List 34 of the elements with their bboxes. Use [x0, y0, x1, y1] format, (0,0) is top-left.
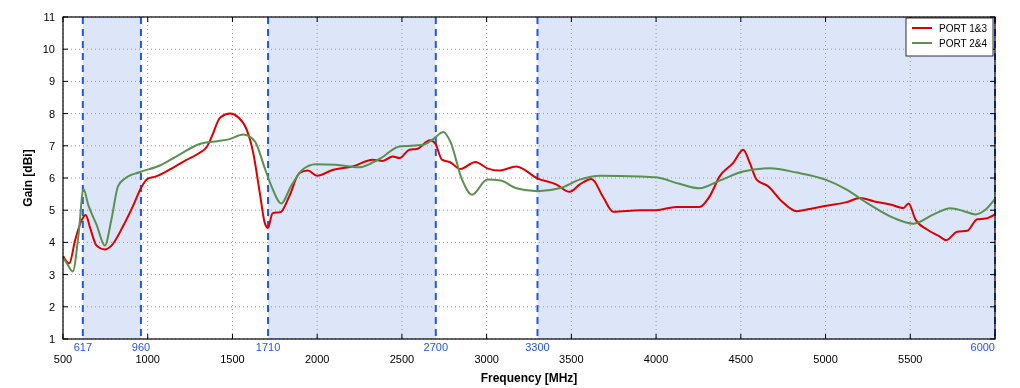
ref-line-label: 617 — [73, 341, 93, 353]
x-tick-label: 2000 — [304, 353, 330, 365]
y-tick-label: 2 — [48, 300, 55, 313]
x-tick-label: 2500 — [389, 353, 415, 365]
x-tick-label: 4000 — [643, 353, 669, 365]
ref-line-label: 2700 — [423, 341, 449, 353]
ref-line-label: 3300 — [525, 341, 550, 353]
ref-line-label: 960 — [131, 341, 151, 353]
x-tick-label: 3000 — [474, 353, 499, 365]
ref-line-label: 6000 — [970, 341, 995, 353]
legend-label: PORT 1&3 — [939, 23, 988, 34]
x-axis-title: Frequency [MHz] — [480, 371, 578, 385]
y-axis-title: Gain [dBi] — [21, 149, 35, 207]
y-tick-label: 8 — [48, 107, 55, 120]
line-series — [62, 112, 996, 265]
x-tick-label: 4500 — [728, 353, 754, 365]
x-tick-label: 1500 — [220, 353, 245, 365]
y-tick-label: 4 — [48, 236, 55, 249]
y-tick-label: 10 — [42, 43, 55, 56]
y-tick-label: 1 — [48, 333, 55, 345]
ref-line-label: 1710 — [255, 341, 281, 353]
y-tick-label: 11 — [43, 11, 55, 23]
y-tick-label: 5 — [48, 204, 55, 217]
x-tick-label: 500 — [53, 353, 73, 365]
y-tick-label: 3 — [48, 268, 55, 281]
x-tick-label: 3500 — [559, 353, 584, 365]
x-tick-label: 5000 — [813, 353, 838, 365]
y-tick-label: 7 — [48, 139, 55, 152]
line-series — [62, 130, 996, 273]
x-tick-label: 5500 — [898, 353, 923, 365]
y-tick-label: 6 — [48, 172, 55, 184]
y-tick-label: 9 — [48, 75, 55, 88]
x-tick-label: 1000 — [135, 353, 160, 365]
legend-label: PORT 2&4 — [939, 38, 988, 49]
